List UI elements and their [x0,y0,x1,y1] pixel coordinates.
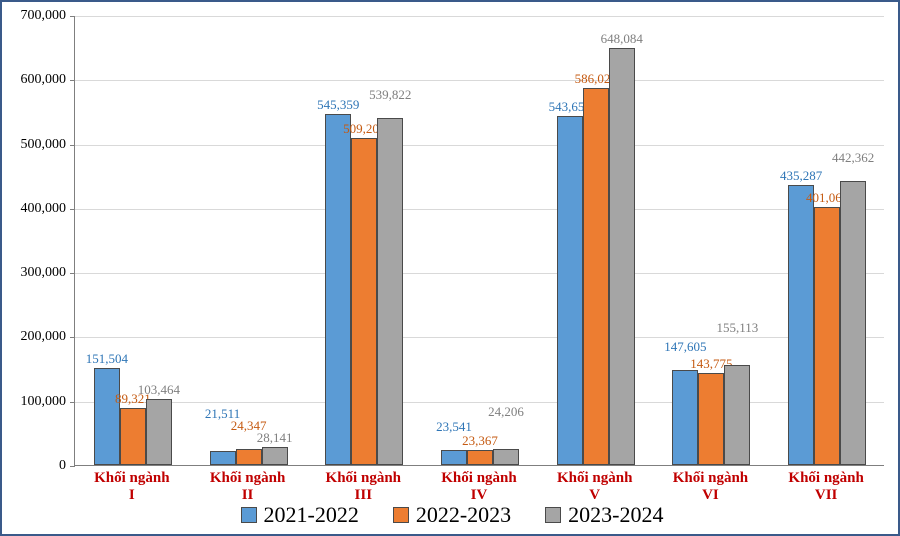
bar: 435,287 [788,185,814,465]
bar: 442,362 [840,181,866,465]
y-tick-label: 0 [6,458,66,474]
bar-value-label: 23,367 [462,433,498,449]
bar: 543,652 [557,116,583,465]
bar: 23,367 [467,450,493,465]
y-tick-label: 700,000 [6,8,66,24]
legend-item-series-3: 2023-2024 [545,502,663,528]
bar-group: 21,51124,34728,141 [210,447,288,465]
bar: 539,822 [377,118,403,465]
bar: 103,464 [146,399,172,466]
y-tick-label: 300,000 [6,265,66,281]
legend-swatch-3 [545,507,561,523]
bar-value-label: 545,359 [317,97,359,113]
y-tickmark [70,337,75,338]
y-tick-label: 600,000 [6,72,66,88]
legend-label-3: 2023-2024 [568,502,663,528]
y-tick-label: 400,000 [6,201,66,217]
bar: 89,321 [120,408,146,465]
bar-value-label: 147,605 [664,339,706,355]
bar: 143,775 [698,373,724,465]
bar-group: 23,54123,36724,206 [441,449,519,465]
y-tickmark [70,80,75,81]
y-tickmark [70,209,75,210]
bar-value-label: 442,362 [832,150,874,166]
bar-value-label: 28,141 [257,430,293,446]
category-label: Khối ngànhV [557,470,632,504]
bar-value-label: 539,822 [369,87,411,103]
y-tickmark [70,402,75,403]
bar-group: 545,359509,208539,822 [325,114,403,465]
y-tickmark [70,16,75,17]
y-tickmark [70,273,75,274]
bar: 24,206 [493,449,519,465]
y-tickmark [70,145,75,146]
category-label: Khối ngànhIV [441,470,516,504]
bar: 648,084 [609,48,635,465]
chart-frame: 151,50489,321103,46421,51124,34728,14154… [0,0,900,536]
bar-value-label: 151,504 [86,351,128,367]
bar-group: 435,287401,064442,362 [788,181,866,465]
bar: 545,359 [325,114,351,465]
gridline [75,209,884,210]
gridline [75,402,884,403]
gridline [75,337,884,338]
y-tickmark [70,466,75,467]
category-label: Khối ngànhIII [326,470,401,504]
legend-label-2: 2022-2023 [416,502,511,528]
gridline [75,145,884,146]
gridline [75,80,884,81]
gridline [75,16,884,17]
legend-item-series-2: 2022-2023 [393,502,511,528]
category-label: Khối ngànhI [94,470,169,504]
legend-swatch-1 [241,507,257,523]
bar: 151,504 [94,368,120,465]
category-label: Khối ngànhII [210,470,285,504]
bar-value-label: 435,287 [780,168,822,184]
bar: 401,064 [814,207,840,465]
legend-item-series-1: 2021-2022 [241,502,359,528]
y-tick-label: 500,000 [6,137,66,153]
y-tick-label: 100,000 [6,394,66,410]
bar-value-label: 648,084 [601,31,643,47]
bar: 155,113 [724,365,750,465]
bar: 586,024 [583,88,609,465]
bar-value-label: 155,113 [717,320,759,336]
legend-label-1: 2021-2022 [264,502,359,528]
bar-group: 543,652586,024648,084 [557,48,635,465]
category-label: Khối ngànhVII [788,470,863,504]
bar: 147,605 [672,370,698,465]
plot-area: 151,50489,321103,46421,51124,34728,14154… [74,16,884,466]
bar-group: 151,50489,321103,464 [94,368,172,465]
bar: 23,541 [441,450,467,465]
bar: 28,141 [262,447,288,465]
category-label: Khối ngànhVI [673,470,748,504]
bar-value-label: 24,206 [488,404,524,420]
bar-value-label: 103,464 [138,382,180,398]
bar: 21,511 [210,451,236,465]
y-tick-label: 200,000 [6,329,66,345]
bar: 509,208 [351,138,377,465]
legend-swatch-2 [393,507,409,523]
bar: 24,347 [236,449,262,465]
gridline [75,273,884,274]
legend: 2021-2022 2022-2023 2023-2024 [2,502,900,528]
bar-group: 147,605143,775155,113 [672,365,750,465]
